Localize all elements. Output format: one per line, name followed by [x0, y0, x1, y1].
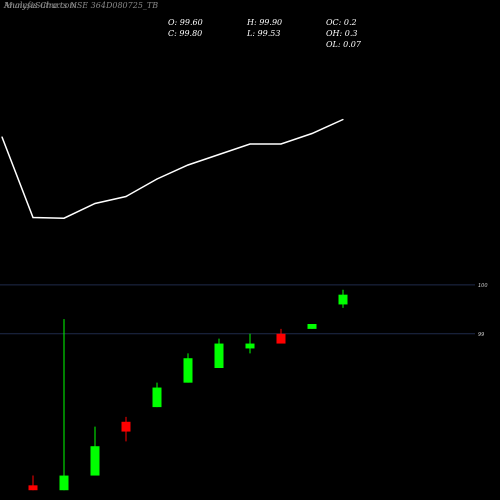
line-point [342, 118, 344, 121]
candle-up [152, 387, 162, 408]
y-tick-label: 99 [478, 332, 484, 338]
line-point [1, 136, 3, 138]
line-point [125, 195, 127, 198]
high-value: H: 99.90 [247, 18, 283, 27]
line-point [63, 217, 65, 219]
chart-title: Analysis Charts NSE 364D080725_TB [4, 1, 159, 10]
line-point [249, 143, 251, 145]
line-point [156, 178, 158, 180]
oc-value: OC: 0.2 [326, 18, 357, 27]
candle-up [307, 324, 317, 329]
oh-value: OH: 0.3 [326, 29, 358, 38]
line-point [311, 132, 313, 135]
open-value: O: 99.60 [168, 18, 203, 27]
candle-up [90, 446, 100, 476]
line-point [218, 153, 220, 156]
ol-value: OL: 0.07 [326, 40, 361, 49]
y-tick-label: 100 [478, 283, 488, 289]
line-point [94, 202, 96, 205]
candle-down [28, 485, 38, 491]
candle-up [214, 343, 224, 368]
line-point [32, 216, 34, 219]
price-line [1, 118, 344, 219]
candle-up [183, 358, 193, 383]
watermark-site-name: MunafaSutra.com [4, 1, 77, 10]
close-value: C: 99.80 [168, 29, 203, 38]
line-point [187, 164, 189, 166]
candle-down [276, 333, 286, 344]
candle-up [338, 294, 348, 305]
candle-up [59, 475, 69, 491]
candle-down [121, 421, 131, 432]
line-point [280, 143, 282, 145]
candle-up [245, 343, 255, 349]
low-value: L: 99.53 [247, 29, 281, 38]
